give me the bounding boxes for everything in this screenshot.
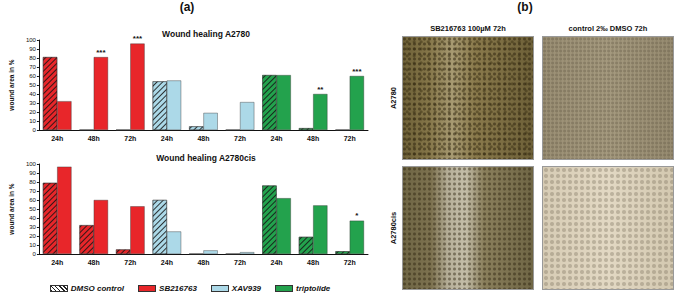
- svg-text:100: 100: [26, 161, 37, 167]
- svg-text:10: 10: [29, 118, 36, 124]
- svg-text:80: 80: [29, 55, 36, 61]
- svg-text:80: 80: [29, 179, 36, 185]
- svg-text:30: 30: [29, 224, 36, 230]
- svg-text:48h: 48h: [197, 135, 209, 142]
- svg-text:72h: 72h: [344, 259, 356, 266]
- svg-text:72h: 72h: [234, 259, 246, 266]
- svg-text:72h: 72h: [124, 259, 136, 266]
- svg-text:72h: 72h: [344, 135, 356, 142]
- svg-text:72h: 72h: [124, 135, 136, 142]
- html-text:(b): (b): [517, 0, 533, 14]
- svg-text:48h: 48h: [88, 135, 100, 142]
- svg-text:24h: 24h: [161, 135, 173, 142]
- svg-text:24h: 24h: [51, 259, 63, 266]
- svg-text:90: 90: [29, 170, 36, 176]
- svg-text:60: 60: [29, 73, 36, 79]
- svg-text:24h: 24h: [271, 135, 283, 142]
- svg-text:48h: 48h: [88, 259, 100, 266]
- svg-text:70: 70: [29, 188, 36, 194]
- html-text:(a): (a): [179, 0, 195, 14]
- svg-text:40: 40: [29, 91, 36, 97]
- svg-text:40: 40: [29, 215, 36, 221]
- svg-text:10: 10: [29, 242, 36, 248]
- svg-text:60: 60: [29, 197, 36, 203]
- svg-text:24h: 24h: [161, 259, 173, 266]
- svg-text:20: 20: [29, 233, 36, 239]
- svg-text:48h: 48h: [197, 259, 209, 266]
- svg-text:50: 50: [29, 206, 36, 212]
- svg-text:Wound healing A2780: Wound healing A2780: [162, 29, 250, 39]
- svg-text:30: 30: [29, 100, 36, 106]
- svg-text:wound area in %: wound area in %: [8, 183, 15, 236]
- svg-text:48h: 48h: [307, 135, 319, 142]
- svg-text:24h: 24h: [51, 135, 63, 142]
- svg-text:Wound healing A2780cis: Wound healing A2780cis: [156, 153, 256, 163]
- svg-text:0: 0: [33, 127, 37, 133]
- html-text:control 2‰ DMSO 72h: control 2‰ DMSO 72h: [568, 24, 648, 33]
- html-text:triptolide: triptolide: [296, 284, 331, 293]
- html-text:A2780: A2780: [388, 86, 398, 110]
- svg-text:*: *: [355, 211, 359, 220]
- svg-text:20: 20: [29, 109, 36, 115]
- svg-text:72h: 72h: [234, 135, 246, 142]
- svg-text:100: 100: [26, 37, 37, 43]
- html-text:A2780cis: A2780cis: [388, 211, 398, 245]
- svg-text:***: ***: [133, 34, 143, 43]
- svg-text:wound area in %: wound area in %: [8, 59, 15, 112]
- svg-text:**: **: [317, 85, 324, 94]
- svg-text:24h: 24h: [271, 259, 283, 266]
- svg-text:0: 0: [33, 251, 37, 257]
- html-text:DMSO control: DMSO control: [70, 284, 124, 293]
- svg-text:90: 90: [29, 46, 36, 52]
- html-text:XAV939: XAV939: [231, 284, 262, 293]
- svg-text:***: ***: [352, 67, 362, 76]
- svg-text:***: ***: [96, 48, 106, 57]
- svg-text:48h: 48h: [307, 259, 319, 266]
- svg-text:50: 50: [29, 82, 36, 88]
- svg-text:70: 70: [29, 64, 36, 70]
- html-text:SB216763 100µM 72h: SB216763 100µM 72h: [430, 24, 506, 33]
- html-text:SB216763: SB216763: [159, 284, 197, 293]
